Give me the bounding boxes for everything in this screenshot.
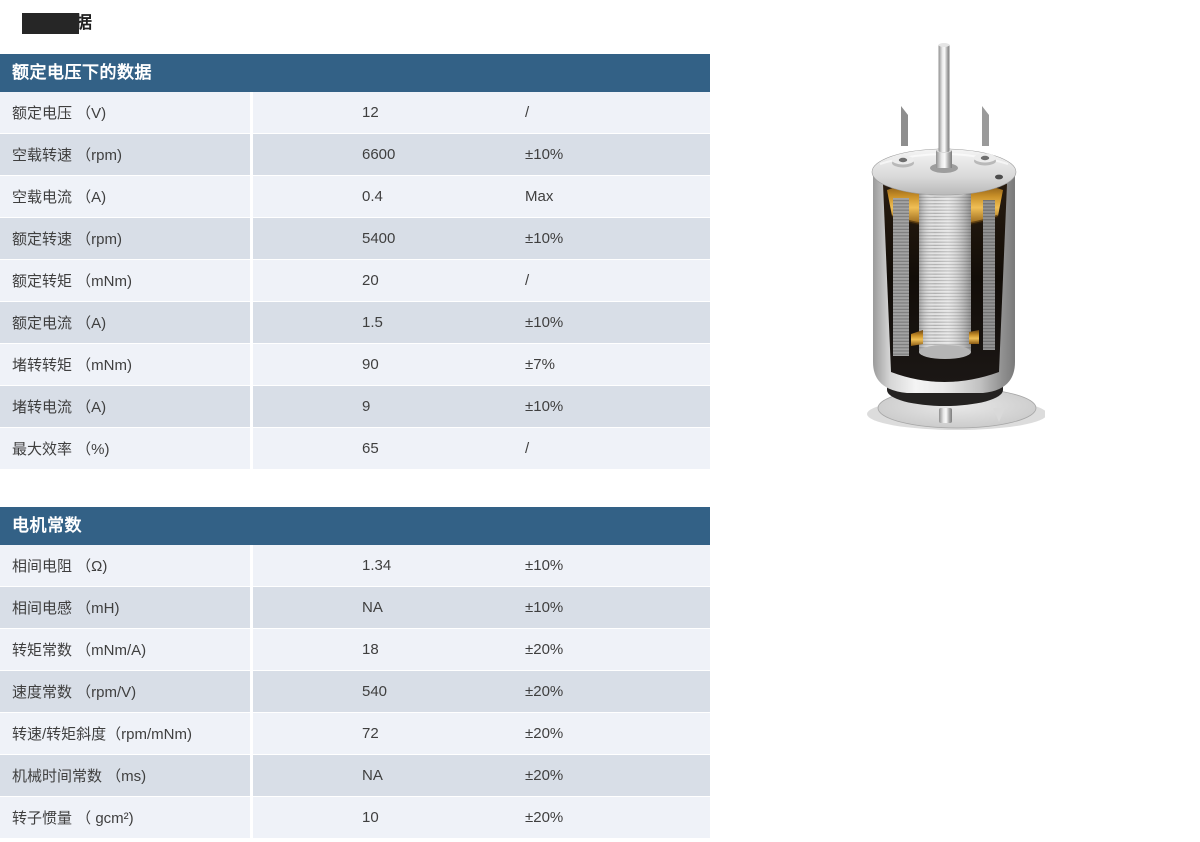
spec-label: 额定转速 （rpm) — [0, 218, 253, 259]
title-mask-overlay — [22, 13, 79, 34]
table-row: 空载电流 （A) 0.4 Max — [0, 176, 710, 218]
motor-cutaway-svg — [867, 43, 1045, 430]
spec-tolerance: ±10% — [525, 557, 564, 574]
rated-voltage-table: 额定电压下的数据 额定电压 （V) 12 / 空载转速 （rpm) 6600 ±… — [0, 54, 710, 470]
spec-label: 转子惯量 （ gcm²) — [0, 797, 253, 838]
spec-tolerance: ±20% — [525, 767, 564, 784]
spec-value: 90 — [362, 356, 379, 373]
spec-label: 空载转速 （rpm) — [0, 134, 253, 175]
spec-tolerance: ±7% — [525, 356, 555, 373]
table-row: 堵转电流 （A) 9 ±10% — [0, 386, 710, 428]
spec-tolerance: / — [525, 440, 530, 457]
table-row: 额定电流 （A) 1.5 ±10% — [0, 302, 710, 344]
spec-tolerance: ±20% — [525, 809, 564, 826]
spec-value: 6600 — [362, 146, 396, 163]
spec-label: 转速/转矩斜度（rpm/mNm) — [0, 713, 253, 754]
spec-label: 转矩常数 （mNm/A) — [0, 629, 253, 670]
spec-value: 5400 — [362, 230, 396, 247]
spec-label: 堵转转矩 （mNm) — [0, 344, 253, 385]
spec-tolerance: ±20% — [525, 641, 564, 658]
spec-label: 空载电流 （A) — [0, 176, 253, 217]
table-title: 电机常数 — [0, 507, 710, 545]
spec-label: 速度常数 （rpm/V) — [0, 671, 253, 712]
spec-label: 机械时间常数 （ms) — [0, 755, 253, 796]
table-title: 额定电压下的数据 — [0, 54, 710, 92]
spec-tolerance: ±20% — [525, 683, 564, 700]
motor-constants-table: 电机常数 相间电阻 （Ω) 1.34 ±10% 相间电感 （mH) NA ±10… — [0, 507, 710, 839]
spec-tolerance: / — [525, 104, 530, 121]
spec-value: 18 — [362, 641, 379, 658]
spec-value: 10 — [362, 809, 379, 826]
spec-tables: 额定电压下的数据 额定电压 （V) 12 / 空载转速 （rpm) 6600 ±… — [0, 54, 710, 839]
spec-value: 72 — [362, 725, 379, 742]
table-row: 转速/转矩斜度（rpm/mNm) 72 ±20% — [0, 713, 710, 755]
spec-value: 12 — [362, 104, 379, 121]
spec-value: NA — [362, 599, 383, 616]
spec-tolerance: ±10% — [525, 599, 564, 616]
table-row: 额定电压 （V) 12 / — [0, 92, 710, 134]
spec-tolerance: ±10% — [525, 146, 564, 163]
spec-label: 额定电流 （A) — [0, 302, 253, 343]
table-row: 速度常数 （rpm/V) 540 ±20% — [0, 671, 710, 713]
spec-label: 相间电感 （mH) — [0, 587, 253, 628]
spec-value: NA — [362, 767, 383, 784]
table-row: 相间电阻 （Ω) 1.34 ±10% — [0, 545, 710, 587]
motor-cutaway-image — [845, 38, 1045, 438]
table-row: 转矩常数 （mNm/A) 18 ±20% — [0, 629, 710, 671]
page-title-block: 技术数据 — [22, 12, 92, 36]
spec-label: 额定转矩 （mNm) — [0, 260, 253, 301]
spec-value: 65 — [362, 440, 379, 457]
spec-tolerance: ±10% — [525, 314, 564, 331]
spec-label: 相间电阻 （Ω) — [0, 545, 253, 586]
spec-tolerance: ±10% — [525, 398, 564, 415]
spec-label: 最大效率 （%) — [0, 428, 253, 469]
spec-label: 堵转电流 （A) — [0, 386, 253, 427]
spec-tolerance: Max — [525, 188, 554, 205]
spec-tolerance: ±10% — [525, 230, 564, 247]
table-row: 最大效率 （%) 65 / — [0, 428, 710, 470]
table-row: 额定转速 （rpm) 5400 ±10% — [0, 218, 710, 260]
tables-spacer — [0, 470, 710, 507]
spec-tolerance: ±20% — [525, 725, 564, 742]
spec-value: 540 — [362, 683, 388, 700]
spec-value: 1.5 — [362, 314, 383, 331]
table-row: 相间电感 （mH) NA ±10% — [0, 587, 710, 629]
spec-value: 9 — [362, 398, 371, 415]
table-row: 额定转矩 （mNm) 20 / — [0, 260, 710, 302]
table-row: 堵转转矩 （mNm) 90 ±7% — [0, 344, 710, 386]
table-row: 机械时间常数 （ms) NA ±20% — [0, 755, 710, 797]
spec-value: 20 — [362, 272, 379, 289]
spec-value: 1.34 — [362, 557, 392, 574]
spec-label: 额定电压 （V) — [0, 92, 253, 133]
spec-tolerance: / — [525, 272, 530, 289]
table-row: 空载转速 （rpm) 6600 ±10% — [0, 134, 710, 176]
spec-value: 0.4 — [362, 188, 383, 205]
table-row: 转子惯量 （ gcm²) 10 ±20% — [0, 797, 710, 839]
